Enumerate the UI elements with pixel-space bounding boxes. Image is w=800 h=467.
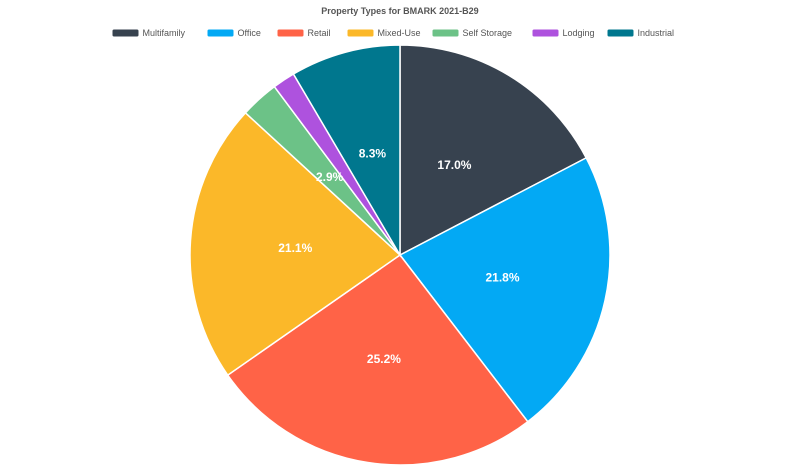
legend-label-office: Office — [238, 28, 261, 38]
legend-item-mixed-use[interactable]: Mixed-Use — [347, 28, 421, 38]
slice-labels: 17.0% 21.8% 25.2% 21.1% 2.9% 8.3% — [278, 147, 520, 366]
slice-industrial[interactable] — [292, 44, 401, 258]
legend-item-retail[interactable]: Retail — [277, 28, 331, 38]
legend-item-industrial[interactable]: Industrial — [607, 28, 675, 38]
legend-swatch-lodging — [532, 29, 559, 37]
legend-item-office[interactable]: Office — [207, 28, 261, 38]
chart-title: Property Types for BMARK 2021-B29 — [321, 6, 478, 16]
legend: Multifamily Office Retail Mixed-Use Self Sto… — [112, 28, 675, 38]
pie-slices — [189, 44, 611, 466]
slice-label-retail: 25.2% — [367, 352, 401, 366]
legend-item-multifamily[interactable]: Multifamily — [112, 28, 186, 38]
slice-label-mixed-use: 21.1% — [278, 241, 312, 255]
slice-label-self-storage: 2.9% — [316, 170, 344, 184]
slice-label-multifamily: 17.0% — [437, 158, 471, 172]
slice-retail[interactable] — [226, 253, 529, 466]
slice-multifamily[interactable] — [399, 44, 588, 257]
legend-swatch-self-storage — [432, 29, 459, 37]
legend-swatch-retail — [277, 29, 304, 37]
slice-label-office: 21.8% — [486, 271, 520, 285]
legend-swatch-industrial — [607, 29, 634, 37]
slice-office[interactable] — [398, 156, 611, 423]
legend-label-multifamily: Multifamily — [143, 28, 186, 38]
legend-label-lodging: Lodging — [563, 28, 595, 38]
legend-swatch-office — [207, 29, 234, 37]
legend-swatch-multifamily — [112, 29, 139, 37]
slice-mixed-use[interactable] — [189, 111, 402, 377]
legend-label-self-storage: Self Storage — [463, 28, 513, 38]
legend-label-industrial: Industrial — [638, 28, 675, 38]
slice-label-industrial: 8.3% — [359, 147, 387, 161]
legend-swatch-mixed-use — [347, 29, 374, 37]
legend-label-retail: Retail — [308, 28, 331, 38]
legend-item-self-storage[interactable]: Self Storage — [432, 28, 513, 38]
legend-item-lodging[interactable]: Lodging — [532, 28, 595, 38]
legend-label-mixed-use: Mixed-Use — [378, 28, 421, 38]
